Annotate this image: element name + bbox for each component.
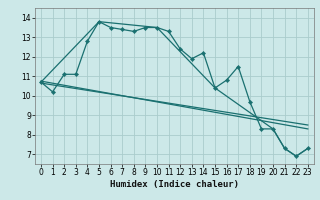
X-axis label: Humidex (Indice chaleur): Humidex (Indice chaleur) <box>110 180 239 189</box>
